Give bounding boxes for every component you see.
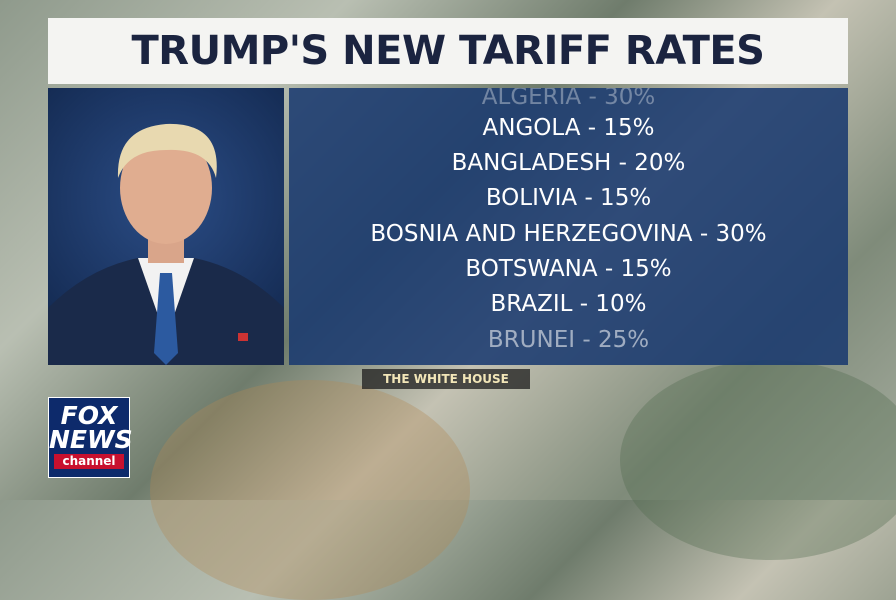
logo: FOX NEWS channel	[48, 397, 133, 478]
list-item: BOTSWANA - 15%	[465, 256, 672, 282]
list-item: BANGLADESH - 20%	[451, 150, 686, 176]
credit-bar: THE WHITE HOUSE	[362, 369, 530, 389]
background-shape	[620, 360, 896, 560]
title: TRUMP'S NEW TARIFF RATES	[131, 28, 765, 74]
portrait-drawing	[48, 123, 284, 365]
list-item: ANGOLA - 15%	[482, 115, 655, 141]
logo-text: NEWS	[49, 425, 133, 454]
list-item: ALGERIA - 30%	[481, 88, 656, 110]
background-shape	[150, 380, 470, 600]
title-bar: TRUMP'S NEW TARIFF RATES	[48, 18, 848, 84]
list-item: BOLIVIA - 15%	[485, 185, 652, 211]
list-item: BRUNEI - 25%	[487, 327, 650, 353]
logo-text: FOX	[60, 401, 118, 430]
list-item: BOSNIA AND HERZEGOVINA - 30%	[370, 221, 767, 247]
credit: THE WHITE HOUSE	[383, 372, 509, 386]
list-panel: ALGERIA - 30% ANGOLA - 15% BANGLADESH - 20…	[289, 88, 848, 365]
logo-text: channel	[54, 454, 124, 469]
portrait	[48, 88, 284, 365]
list-item: BRAZIL - 10%	[490, 291, 647, 317]
